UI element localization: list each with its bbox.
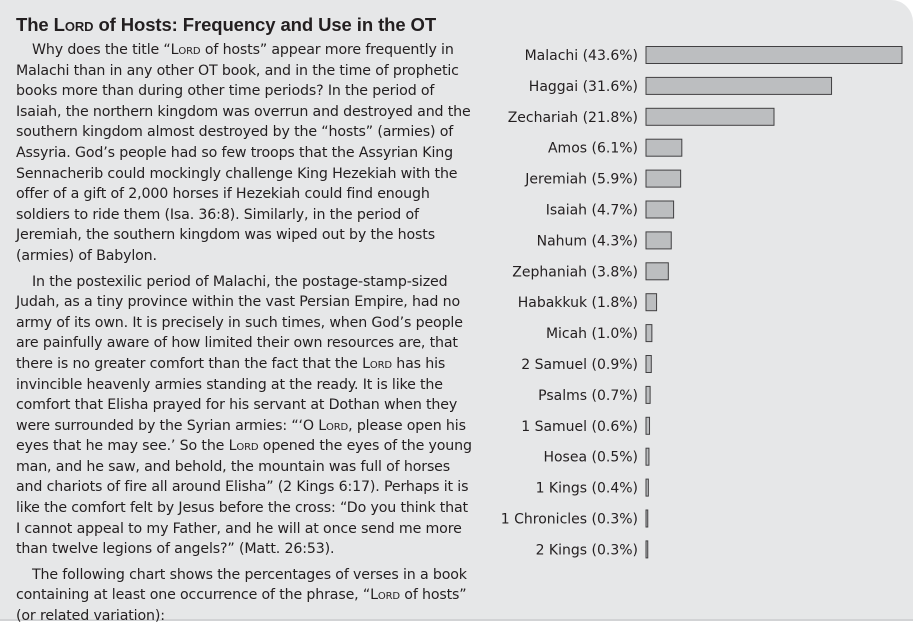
bar-label-hosea: Hosea (0.5%): [543, 450, 638, 466]
panel-title: The Lord of Hosts: Frequency and Use in …: [16, 14, 436, 36]
bar-habakkuk: [645, 293, 658, 312]
bar-label-1-samuel: 1 Samuel (0.6%): [521, 419, 638, 435]
bar-micah: [645, 324, 653, 343]
bar-label-habakkuk: Habakkuk (1.8%): [518, 295, 638, 311]
paragraph-2: In the postexilic period of Malachi, the…: [16, 273, 472, 558]
bar-label-jeremiah: Jeremiah (5.9%): [524, 172, 638, 188]
bar-label-psalms: Psalms (0.7%): [538, 388, 638, 404]
bar-1-kings: [645, 478, 649, 497]
bar-label-micah: Micah (1.0%): [546, 326, 638, 342]
bar-label-2-samuel: 2 Samuel (0.9%): [521, 357, 638, 373]
bar-2-kings: [645, 540, 649, 559]
title-post: of Hosts: Frequency and Use in the OT: [93, 14, 437, 35]
bar-1-chronicles: [645, 509, 649, 528]
bar-label-1-kings: 1 Kings (0.4%): [536, 481, 638, 497]
bar-amos: [645, 138, 683, 157]
article-body: Why does the title “Lord of hosts” appea…: [16, 40, 476, 632]
bar-label-nahum: Nahum (4.3%): [537, 233, 638, 249]
bar-label-amos: Amos (6.1%): [548, 141, 638, 157]
paragraph-1: Why does the title “Lord of hosts” appea…: [16, 42, 471, 264]
title-lord: Lord: [53, 14, 94, 35]
bar-label-malachi: Malachi (43.6%): [525, 48, 638, 64]
bar-label-zephaniah: Zephaniah (3.8%): [512, 264, 638, 280]
bar-label-1-chronicles: 1 Chronicles (0.3%): [501, 512, 638, 528]
title-pre: The: [16, 14, 54, 35]
bar-label-2-kings: 2 Kings (0.3%): [536, 542, 638, 558]
bar-psalms: [645, 385, 651, 404]
bar-zephaniah: [645, 262, 669, 281]
bar-label-haggai: Haggai (31.6%): [529, 79, 638, 95]
paragraph-3: The following chart shows the percentage…: [16, 566, 467, 625]
bar-label-isaiah: Isaiah (4.7%): [546, 203, 638, 219]
frequency-bar-chart: Malachi (43.6%) Haggai (31.6%) Zechariah (…: [501, 46, 903, 559]
bar-1-samuel: [645, 416, 651, 435]
bar-label-zechariah: Zechariah (21.8%): [508, 110, 638, 126]
bar-haggai: [645, 76, 833, 95]
bar-malachi: [645, 46, 903, 64]
bar-isaiah: [645, 200, 675, 219]
bar-jeremiah: [645, 169, 682, 188]
bar-2-samuel: [645, 355, 652, 373]
bar-hosea: [645, 447, 650, 466]
bar-zechariah: [645, 107, 775, 126]
bar-nahum: [645, 231, 672, 250]
